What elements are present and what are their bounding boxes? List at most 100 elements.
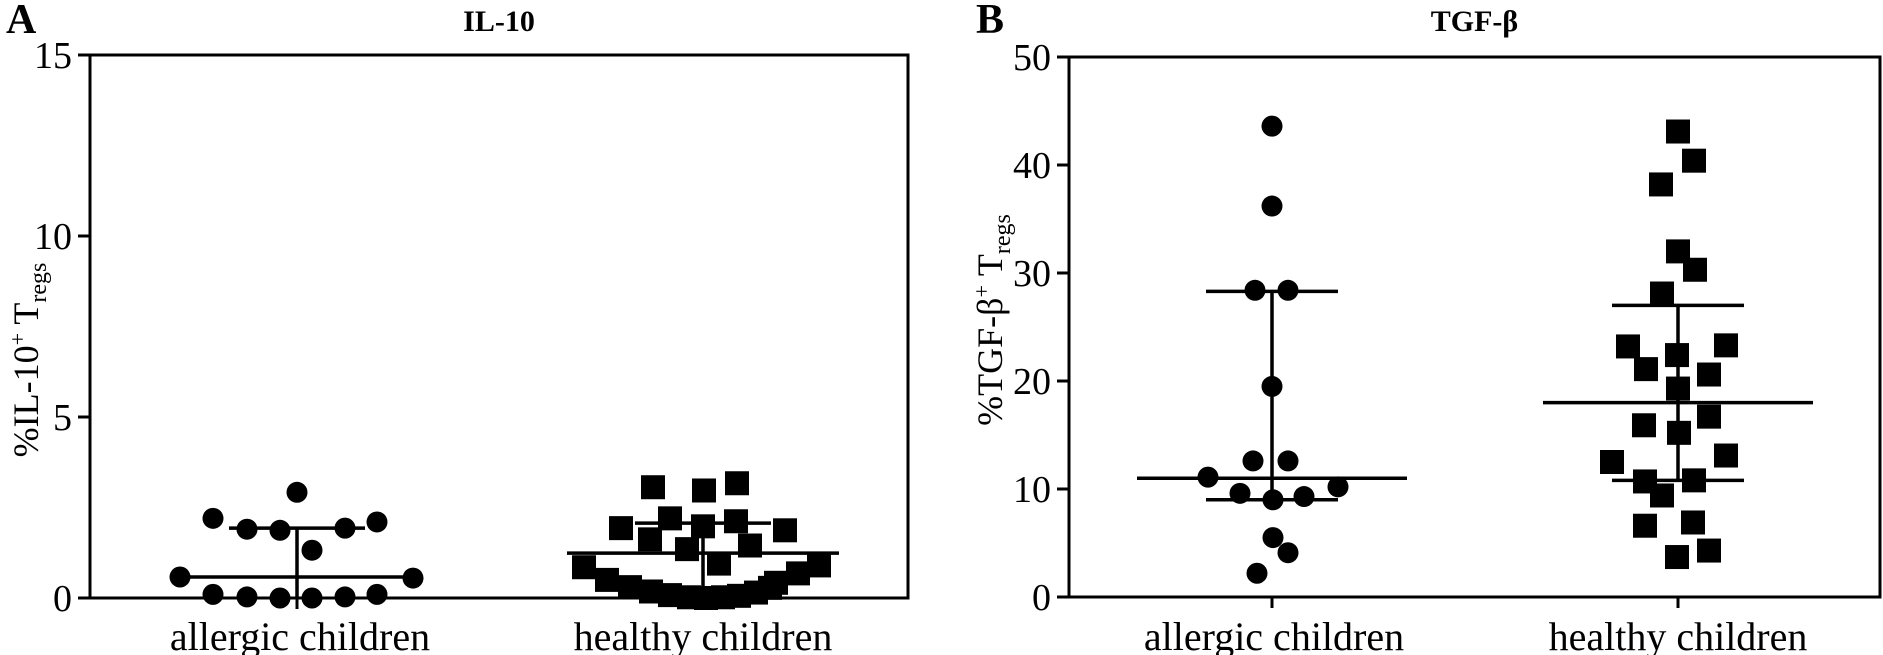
data-point-circle <box>286 481 308 503</box>
data-point-square <box>641 475 665 500</box>
data-point-circle <box>402 567 424 589</box>
data-point-circle <box>301 539 323 561</box>
data-point-circle <box>269 519 291 541</box>
y-tick-label: 10 <box>1013 469 1051 511</box>
data-point-circle <box>236 586 258 608</box>
data-point-circle <box>202 583 224 605</box>
data-point-square <box>1714 443 1738 468</box>
data-point-square <box>707 551 731 576</box>
data-point-square <box>725 471 749 496</box>
panel-a-y-label-text: %IL-10 <box>6 345 46 458</box>
data-point-square <box>1650 483 1674 508</box>
data-point-square <box>1682 468 1706 493</box>
y-tick-label: 20 <box>1013 361 1051 403</box>
panel-b-y-axis-label: %TGF-β+ Tregs <box>960 100 1016 540</box>
data-point-circle <box>1262 527 1284 549</box>
data-point-square <box>1665 545 1689 570</box>
data-point-square <box>595 567 619 592</box>
data-point-square <box>786 561 810 586</box>
y-tick-label: 50 <box>1013 37 1051 79</box>
data-point-square <box>1600 450 1624 474</box>
data-point-square <box>807 553 831 578</box>
data-point-circle <box>202 507 224 529</box>
y-tick-label: 15 <box>34 35 72 77</box>
data-point-circle <box>1277 279 1299 301</box>
panel-b-category-healthy: healthy children <box>1548 614 1808 655</box>
panel-a-y-label-sup: + <box>5 332 30 346</box>
data-point-circle <box>1262 489 1284 511</box>
data-point-square <box>1649 172 1673 197</box>
data-point-square <box>691 514 715 539</box>
data-point-circle <box>236 518 258 540</box>
data-point-circle <box>1197 466 1219 488</box>
data-point-square <box>638 527 662 552</box>
data-point-square <box>1666 376 1690 401</box>
panel-a-y-axis-label: %IL-10+ Tregs <box>0 140 52 580</box>
panel-a-letter: A <box>6 0 37 43</box>
plot-box <box>88 53 910 600</box>
panel-b-y-label-text: %TGF-β <box>970 297 1010 426</box>
data-point-square <box>1667 420 1691 445</box>
data-point-square <box>773 518 797 543</box>
data-point-square <box>1634 357 1658 382</box>
data-point-circle <box>1261 195 1283 217</box>
data-point-square <box>692 478 716 503</box>
data-point-circle <box>334 586 356 608</box>
data-point-square <box>738 533 762 558</box>
data-point-circle <box>169 566 191 588</box>
data-point-square <box>1681 510 1705 535</box>
data-point-square <box>675 537 699 562</box>
data-point-circle <box>1277 450 1299 472</box>
data-point-square <box>1633 513 1657 538</box>
panel-a-y-label-sub: regs <box>26 262 53 303</box>
data-point-square <box>658 506 682 531</box>
data-point-square <box>1697 404 1721 429</box>
data-point-square <box>1616 334 1640 359</box>
panel-b-y-label-sub: regs <box>990 214 1017 255</box>
data-point-square <box>724 509 748 534</box>
data-point-circle <box>1261 115 1283 137</box>
y-tick-label: 5 <box>53 397 72 439</box>
data-point-square <box>1650 281 1674 306</box>
data-point-square <box>1682 148 1706 173</box>
data-point-square <box>1666 119 1690 144</box>
panel-b-y-label-sup: + <box>969 285 994 298</box>
data-point-square <box>609 516 633 541</box>
data-point-square <box>572 555 596 580</box>
data-point-circle <box>366 511 388 533</box>
plot-box <box>1067 55 1882 599</box>
y-tick-label: 0 <box>53 578 72 620</box>
y-tick-label: 30 <box>1013 253 1051 295</box>
data-point-circle <box>1229 482 1251 504</box>
data-point-circle <box>1244 279 1266 301</box>
data-point-square <box>758 575 782 600</box>
data-point-circle <box>1327 476 1349 498</box>
y-tick-label: 0 <box>1032 577 1051 619</box>
data-point-circle <box>1246 562 1268 584</box>
data-point-square <box>618 575 642 600</box>
panel-b-category-allergic: allergic children <box>1143 614 1405 655</box>
data-point-square <box>1632 413 1656 438</box>
data-point-circle <box>1261 375 1283 397</box>
panel-b-title: TGF-β <box>1430 5 1519 38</box>
data-point-square <box>1714 333 1738 358</box>
panel-a-title: IL-10 <box>463 5 535 38</box>
y-tick-label: 40 <box>1013 145 1051 187</box>
data-point-circle <box>1277 542 1299 564</box>
panel-a-category-healthy: healthy children <box>573 614 833 655</box>
data-point-circle <box>334 517 356 539</box>
data-point-circle <box>1293 486 1315 508</box>
data-point-circle <box>269 587 291 609</box>
data-point-circle <box>1242 450 1264 472</box>
panel-b-y-label-mid: T <box>970 254 1010 286</box>
panel-a-y-label-mid: T <box>6 302 46 333</box>
panel-a-category-allergic: allergic children <box>169 614 431 655</box>
y-tick-label: 10 <box>34 216 72 258</box>
data-point-square <box>1683 257 1707 282</box>
data-point-square <box>1665 343 1689 368</box>
panel-b-letter: B <box>976 0 1005 43</box>
data-point-circle <box>366 583 388 605</box>
data-point-square <box>1697 362 1721 387</box>
